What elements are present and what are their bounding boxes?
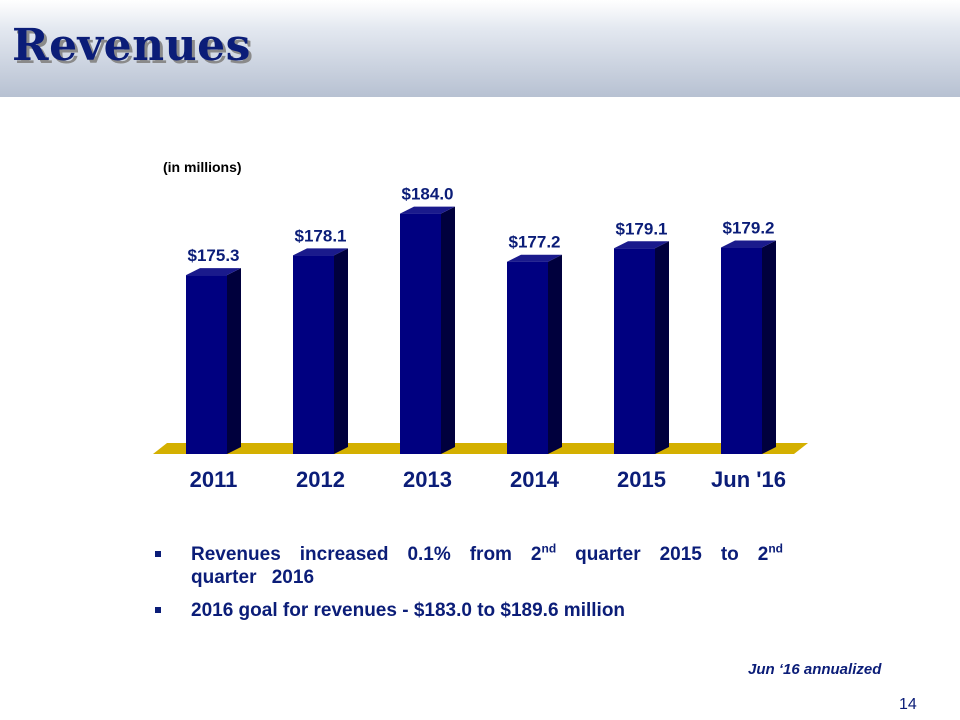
- bullet-item-revenue-goal: 2016 goal for revenues - $183.0 to $189.…: [155, 599, 783, 622]
- bar-top: [293, 248, 348, 256]
- bar-front: [507, 261, 548, 454]
- bullet-marker: [155, 607, 161, 613]
- bar-value-label: $177.2: [509, 233, 561, 252]
- bar: [614, 241, 669, 454]
- bar-front: [293, 255, 334, 454]
- bullet-text-part1: Revenues increased 0.1% from 2: [191, 544, 542, 565]
- bar-top: [400, 206, 455, 214]
- bar-value-label: $179.2: [723, 219, 775, 238]
- bar: [293, 248, 348, 454]
- bullet-superscript: nd: [768, 541, 784, 556]
- bar-side: [227, 268, 241, 454]
- bar-side: [762, 240, 776, 454]
- bullet-text-part3: quarter 2016: [191, 567, 315, 588]
- bullet-superscript: nd: [541, 541, 557, 556]
- bar: [186, 268, 241, 454]
- bar-front: [721, 247, 762, 454]
- bullet-list: Revenues increased 0.1% from 2nd quarter…: [155, 543, 783, 632]
- bullet-item-revenue-change: Revenues increased 0.1% from 2nd quarter…: [155, 543, 783, 589]
- x-tick-label: 2014: [510, 467, 560, 492]
- x-tick-label: 2012: [296, 467, 345, 492]
- bar-side: [548, 254, 562, 454]
- x-ticks-group: 2011 2012 2013 2014 2015 Jun '16: [190, 467, 786, 492]
- x-tick-label: Jun '16: [711, 467, 786, 492]
- bullet-marker: [155, 551, 161, 557]
- x-tick-label: 2013: [403, 467, 452, 492]
- page-number: 14: [899, 696, 917, 713]
- bar-side: [334, 248, 348, 454]
- x-tick-label: 2011: [190, 467, 238, 492]
- bars-group: [186, 206, 776, 454]
- chart-floor: [153, 443, 808, 454]
- bar-front: [186, 275, 227, 454]
- units-note: (in millions): [163, 159, 242, 175]
- bar-value-label: $175.3: [188, 246, 240, 265]
- header-band: [0, 0, 960, 97]
- bar-top: [507, 254, 562, 262]
- bar-side: [441, 206, 455, 454]
- slide-title: Revenues: [12, 20, 251, 71]
- x-tick-label: 2015: [617, 467, 666, 492]
- bar-top: [614, 241, 669, 249]
- bar-front: [400, 213, 441, 454]
- bar-value-label: $178.1: [295, 226, 347, 245]
- bar-value-label: $179.1: [616, 219, 668, 238]
- bar-top: [721, 240, 776, 248]
- bar: [400, 206, 455, 454]
- bar-value-label: $184.0: [402, 185, 454, 204]
- bar-front: [614, 248, 655, 454]
- footnote: Jun ‘16 annualized: [748, 661, 882, 678]
- bar: [721, 240, 776, 454]
- value-labels-group: $175.3 $178.1 $184.0 $177.2 $179.1 $179.2: [188, 185, 775, 266]
- bar-side: [655, 241, 669, 454]
- bar: [507, 254, 562, 454]
- bullet-text-part2: quarter 2015 to 2: [556, 544, 769, 565]
- bullet-text: 2016 goal for revenues - $183.0 to $189.…: [191, 600, 626, 621]
- bar-top: [186, 268, 241, 276]
